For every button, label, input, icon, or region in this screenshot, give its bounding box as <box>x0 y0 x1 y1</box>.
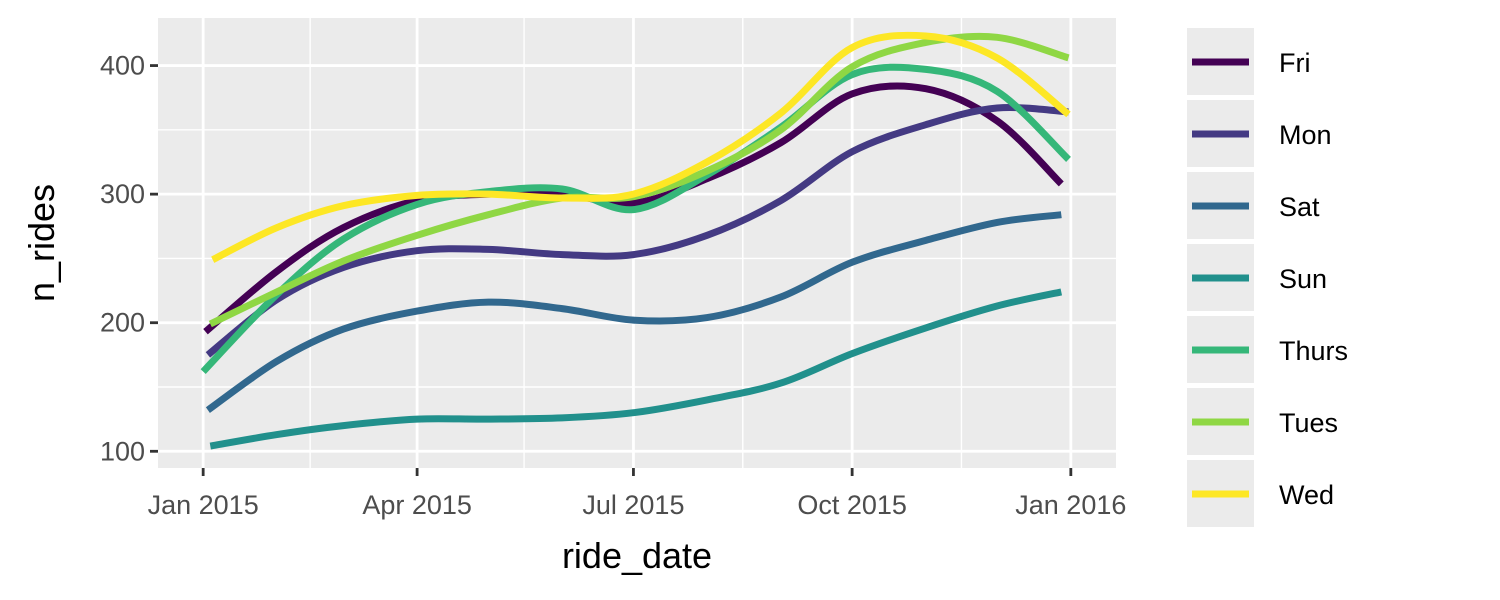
x-axis-title: ride_date <box>562 535 712 576</box>
legend-label-tues: Tues <box>1279 408 1338 438</box>
x-tick-label: Jul 2015 <box>582 490 684 520</box>
y-tick-label: 100 <box>100 436 145 466</box>
series-line-thurs <box>200 63 1071 375</box>
legend-label-thurs: Thurs <box>1279 336 1348 366</box>
plot-panel <box>158 18 1116 468</box>
y-axis-tick-labels: 100 200 300 400 <box>100 51 145 467</box>
x-tick-label: Apr 2015 <box>362 490 472 520</box>
series-line-fri <box>203 82 1064 335</box>
y-tick-label: 200 <box>100 308 145 338</box>
legend: Fri Mon Sat Sun Thurs Tues Wed <box>1187 28 1348 527</box>
series-line-mon <box>205 104 1069 358</box>
series-line-wed <box>211 31 1071 263</box>
legend-label-sun: Sun <box>1279 264 1327 294</box>
series-line-sat <box>205 211 1062 413</box>
y-axis-title: n_rides <box>21 184 62 302</box>
legend-label-fri: Fri <box>1279 48 1310 78</box>
axis-ticks <box>150 64 1073 476</box>
legend-label-sat: Sat <box>1279 192 1320 222</box>
series-line-sun <box>209 288 1063 450</box>
y-tick-label: 400 <box>100 51 145 81</box>
legend-label-wed: Wed <box>1279 480 1334 510</box>
x-axis-tick-labels: Jan 2015 Apr 2015 Jul 2015 Oct 2015 Jan 2016 <box>148 490 1127 520</box>
y-tick-label: 300 <box>100 179 145 209</box>
x-tick-label: Jan 2016 <box>1015 490 1126 520</box>
x-tick-label: Oct 2015 <box>797 490 907 520</box>
series-lines <box>200 31 1071 450</box>
legend-label-mon: Mon <box>1279 120 1332 150</box>
x-tick-label: Jan 2015 <box>148 490 259 520</box>
